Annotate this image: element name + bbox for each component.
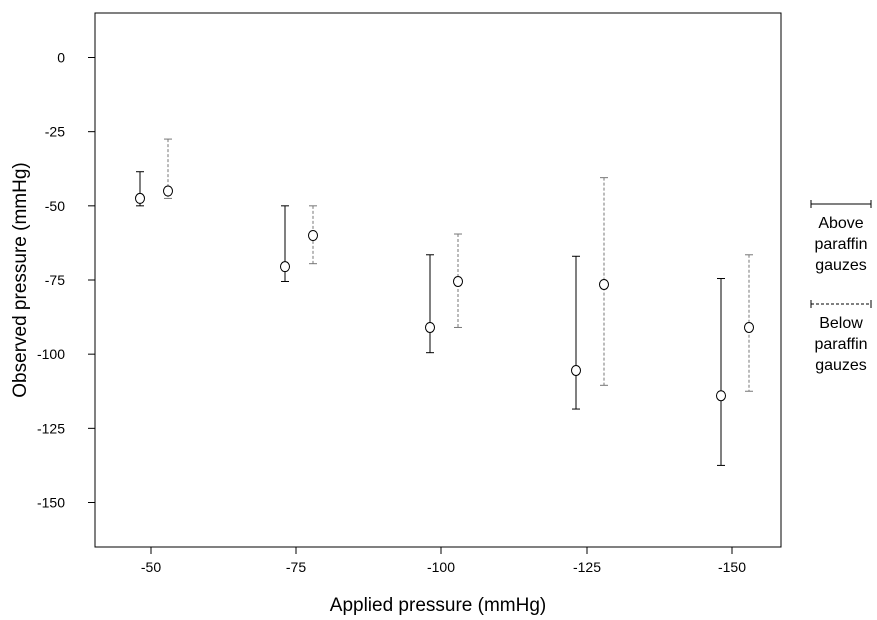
x-tick-label: -75 bbox=[286, 559, 306, 575]
x-tick-label: -125 bbox=[573, 559, 601, 575]
data-point bbox=[425, 321, 435, 333]
data-point bbox=[280, 261, 290, 273]
data-point bbox=[571, 364, 581, 376]
plot-frame bbox=[94, 12, 782, 548]
data-point bbox=[163, 185, 173, 197]
x-axis-title: Applied pressure (mmHg) bbox=[330, 595, 546, 616]
y-tick-label: -25 bbox=[45, 124, 65, 140]
data-point bbox=[135, 192, 145, 204]
y-tick-label: -150 bbox=[37, 495, 65, 511]
x-tick-label: -150 bbox=[718, 559, 746, 575]
data-point bbox=[716, 390, 726, 402]
y-tick-label: -125 bbox=[37, 420, 65, 436]
y-axis-title: Observed pressure (mmHg) bbox=[10, 162, 31, 397]
y-tick-label: -50 bbox=[45, 198, 65, 214]
data-point bbox=[453, 275, 463, 287]
data-point bbox=[744, 321, 754, 333]
data-point bbox=[599, 278, 609, 290]
axis-ticks: 0 -25 -50 -75 -100 -125 -150 -50 -75 -100 -125 -150 bbox=[37, 50, 746, 576]
legend: Above paraffin gauzes Below paraffin gauzes bbox=[810, 200, 872, 374]
legend-label: paraffin bbox=[814, 336, 867, 353]
y-tick-label: 0 bbox=[57, 50, 65, 66]
legend-label: Below bbox=[819, 315, 863, 332]
legend-label: gauzes bbox=[815, 257, 867, 274]
legend-label: gauzes bbox=[815, 357, 867, 374]
x-tick-label: -100 bbox=[427, 559, 455, 575]
legend-label: Above bbox=[818, 215, 863, 232]
data-marks bbox=[135, 138, 754, 466]
legend-label: paraffin bbox=[814, 236, 867, 253]
y-tick-label: -75 bbox=[45, 272, 65, 288]
x-tick-label: -50 bbox=[141, 559, 161, 575]
y-tick-label: -100 bbox=[37, 346, 65, 362]
data-point bbox=[308, 230, 318, 241]
